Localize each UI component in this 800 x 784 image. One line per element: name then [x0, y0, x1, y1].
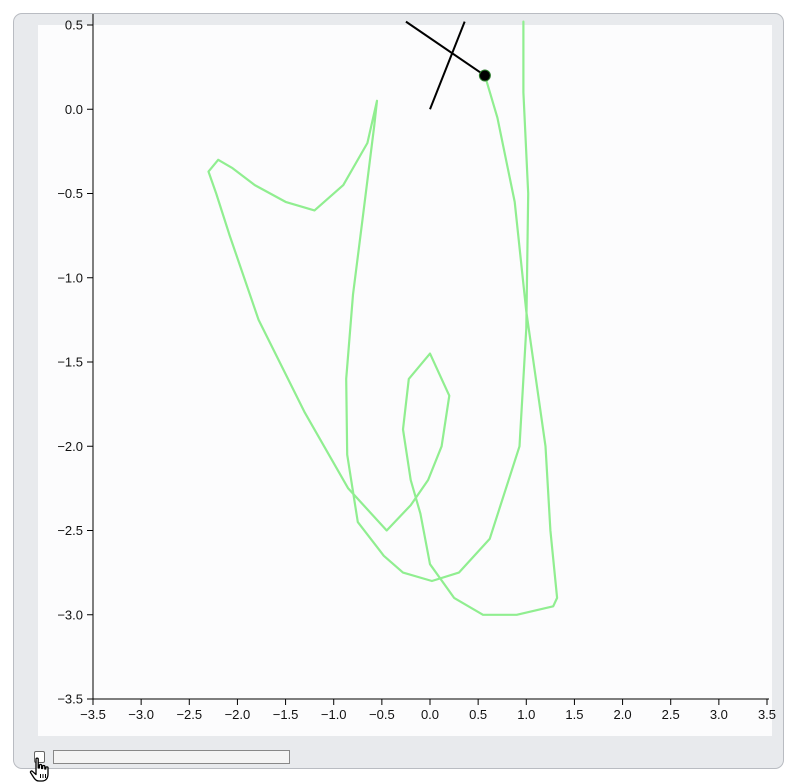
x-tick-label: −2.0 — [225, 707, 251, 722]
pendulum-bob — [478, 69, 491, 82]
x-tick-label: −2.5 — [176, 707, 202, 722]
x-tick-label: 1.5 — [565, 707, 583, 722]
animation-controls — [34, 747, 290, 767]
x-tick-label: −0.5 — [369, 707, 395, 722]
chart-svg: −3.5 −3.0 −2.5 −2.0 −1.5 −1.0 −0.5 0.0 0.5 1.0 1.5… — [38, 14, 776, 736]
plot-background — [38, 25, 772, 736]
x-tick-label: −3.0 — [128, 707, 154, 722]
y-tick-label: −3.0 — [57, 607, 83, 622]
x-tick-label: 2.5 — [662, 707, 680, 722]
y-tick-label: −2.5 — [57, 523, 83, 538]
y-axis: 0.5 0.0 −0.5 −1.0 −1.5 −2.0 −2.5 −3.0 −3.5 — [57, 14, 94, 707]
frame-slider[interactable] — [53, 750, 290, 764]
x-tick-label: 3.0 — [710, 707, 728, 722]
x-tick-label: −1.5 — [273, 707, 299, 722]
x-tick-label: 2.0 — [614, 707, 632, 722]
plot-area — [207, 20, 559, 616]
y-tick-label: 0.0 — [65, 102, 83, 117]
y-tick-label: 0.5 — [65, 18, 83, 33]
chart-window: −3.5 −3.0 −2.5 −2.0 −1.5 −1.0 −0.5 0.0 0.5 1.0 1.5… — [13, 13, 784, 769]
pendulum-rod-2 — [405, 20, 486, 77]
x-tick-label: 0.0 — [421, 707, 439, 722]
x-tick-label: 1.0 — [517, 707, 535, 722]
x-tick-label: 3.5 — [758, 707, 776, 722]
trajectory-line — [207, 20, 559, 616]
y-tick-label: −0.5 — [57, 186, 83, 201]
hand-pointer-icon — [29, 757, 49, 782]
play-checkbox[interactable] — [34, 751, 45, 763]
x-tick-label: −3.5 — [80, 707, 106, 722]
x-axis: −3.5 −3.0 −2.5 −2.0 −1.5 −1.0 −0.5 0.0 0.5 1.0 1.5… — [80, 698, 776, 722]
x-tick-label: 0.5 — [469, 707, 487, 722]
x-tick-label: −1.0 — [321, 707, 347, 722]
y-tick-label: −1.0 — [57, 270, 83, 285]
pendulum-rod-1 — [429, 21, 466, 110]
y-tick-label: −3.5 — [57, 692, 83, 707]
y-tick-label: −2.0 — [57, 439, 83, 454]
y-tick-label: −1.5 — [57, 355, 83, 370]
